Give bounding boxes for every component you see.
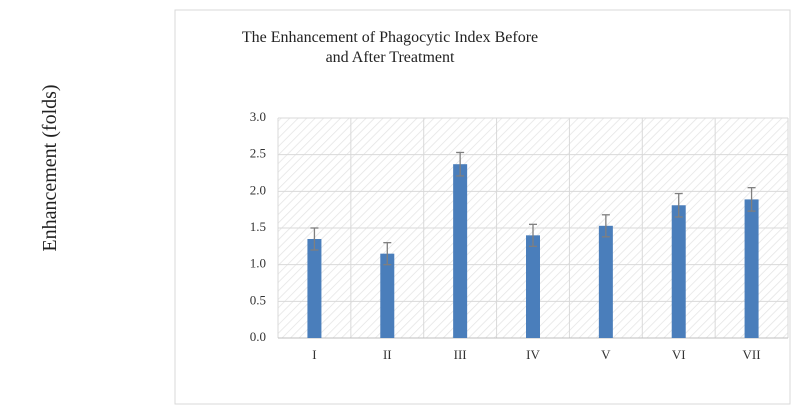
y-axis-label: Enhancement (folds)	[39, 84, 61, 252]
error-bar	[601, 214, 610, 238]
bar	[307, 239, 322, 338]
chart-frame	[174, 9, 791, 405]
y-tick-label: 1.0	[250, 256, 266, 271]
bar	[744, 199, 759, 338]
y-tick-label: 1.5	[250, 219, 266, 234]
y-tick-label: 0.5	[250, 292, 266, 307]
y-tick-label: 3.0	[250, 109, 266, 124]
error-bar	[310, 227, 319, 251]
y-tick-label: 2.5	[250, 146, 266, 161]
x-tick-label: III	[454, 347, 467, 362]
bar	[598, 225, 613, 338]
chart-title: The Enhancement of Phagocytic Index Befo…	[241, 29, 539, 66]
x-tick-label: I	[312, 347, 316, 362]
x-tick-label: VI	[672, 347, 686, 362]
error-bar	[383, 242, 392, 266]
x-tick-label: IV	[526, 347, 540, 362]
error-bar	[529, 223, 537, 247]
bar	[526, 235, 540, 338]
bar	[453, 164, 468, 338]
bar	[671, 205, 686, 338]
error-bar	[674, 192, 683, 218]
y-tick-label: 2.0	[250, 182, 266, 197]
x-tick-label: V	[601, 347, 611, 362]
error-bar	[456, 151, 465, 177]
y-tick-label: 0.0	[250, 329, 266, 344]
error-bar	[747, 187, 756, 212]
bar	[380, 253, 395, 338]
x-tick-label: II	[383, 347, 392, 362]
x-tick-label: VII	[743, 347, 761, 362]
